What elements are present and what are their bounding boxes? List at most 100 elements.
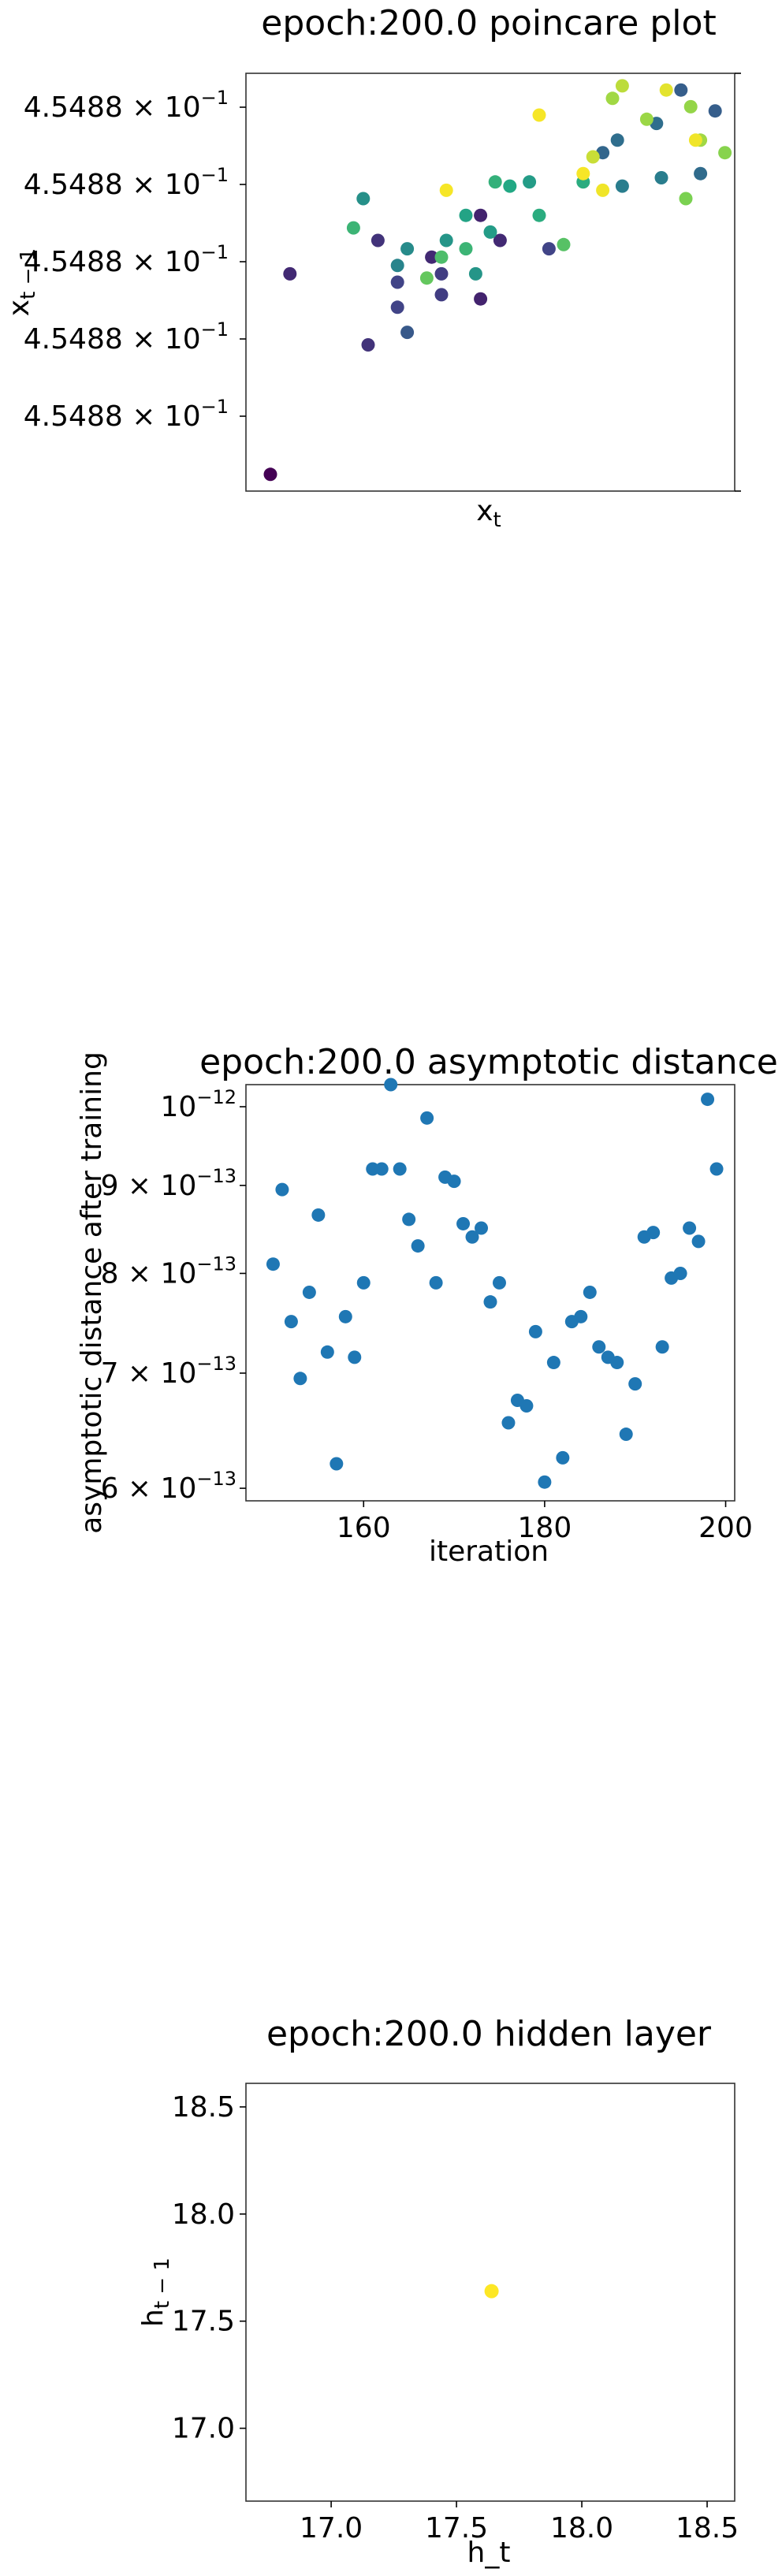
poincare-plot-frame <box>245 73 735 492</box>
asymptotic-x-tick-label: 160 <box>337 1512 391 1544</box>
poincare-point <box>439 183 453 197</box>
asymptotic-point <box>691 1234 706 1249</box>
poincare-y-tick-label: 4.5488 × 10−1 <box>24 87 229 124</box>
asymptotic-point <box>673 1266 687 1280</box>
asymptotic-plot-frame <box>245 1084 735 1502</box>
poincare-y-tick-label: 4.5488 × 10−1 <box>24 164 229 201</box>
poincare-point <box>459 242 473 256</box>
poincare-point <box>283 266 297 281</box>
poincare-point <box>503 179 517 193</box>
asymptotic-point <box>411 1239 425 1253</box>
poincare-point <box>474 208 488 222</box>
poincare-y-tick-label: 4.5488 × 10−1 <box>24 241 229 278</box>
asymptotic-point <box>483 1295 497 1309</box>
poincare-point <box>605 91 620 106</box>
poincare-point <box>434 288 449 302</box>
poincare-point <box>542 242 556 256</box>
asymptotic-x-label: iteration <box>429 1536 549 1568</box>
poincare-point <box>434 266 449 281</box>
poincare-points <box>263 79 732 482</box>
hidden-layer-x-tick-label: 17.0 <box>300 2512 363 2544</box>
poincare-x-label: xt <box>476 495 501 532</box>
hidden-layer-y-tick-label: 18.5 <box>172 2091 235 2124</box>
asymptotic-point <box>683 1221 697 1235</box>
poincare-point <box>532 108 546 122</box>
poincare-point <box>708 104 722 118</box>
asymptotic-point <box>402 1212 416 1227</box>
asymptotic-point <box>393 1162 407 1176</box>
asymptotic-y-tick-label: 9 × 10−13 <box>101 1165 236 1202</box>
poincare-point <box>361 338 375 352</box>
poincare-point <box>439 233 453 248</box>
poincare-point <box>679 192 693 206</box>
asymptotic-x-ticks: 160 180 200 <box>337 1501 753 1544</box>
poincare-point <box>576 166 590 181</box>
asymptotic-point <box>546 1356 560 1370</box>
poincare-point <box>615 79 629 93</box>
asymptotic-point <box>528 1324 542 1338</box>
hidden-layer-y-tick-label: 18.0 <box>172 2198 235 2231</box>
poincare-point <box>425 250 439 264</box>
asymptotic-point <box>646 1226 661 1240</box>
poincare-point <box>654 171 668 184</box>
asymptotic-point <box>475 1221 489 1235</box>
hidden-layer-x-label: h_t <box>467 2537 511 2569</box>
poincare-point <box>346 221 360 235</box>
asymptotic-y-tick-label: 6 × 10−13 <box>101 1468 236 1505</box>
asymptotic-point <box>519 1399 534 1413</box>
poincare-point <box>400 242 415 256</box>
poincare-y-tick-label: 4.5488 × 10−1 <box>24 396 229 433</box>
asymptotic-point <box>447 1174 461 1189</box>
asymptotic-point <box>384 1078 398 1092</box>
asymptotic-point <box>374 1162 389 1176</box>
asymptotic-y-ticks: 6 × 10−13 7 × 10−13 8 × 10−13 9 × 10−13 10−1… <box>101 1086 246 1505</box>
asymptotic-point <box>429 1275 443 1290</box>
asymptotic-point <box>275 1182 289 1197</box>
asymptotic-point <box>492 1275 506 1290</box>
hidden-layer-chart: epoch:200.0 hidden layer 17.0 17.5 18.0 18.… <box>137 2014 739 2569</box>
asymptotic-point <box>420 1111 434 1125</box>
poincare-point <box>639 112 654 126</box>
hidden-layer-point <box>484 2284 499 2299</box>
asymptotic-point <box>266 1257 280 1271</box>
asymptotic-point <box>701 1093 715 1107</box>
asymptotic-point <box>338 1309 352 1323</box>
poincare-point <box>674 83 688 97</box>
poincare-point <box>474 292 488 306</box>
hidden-layer-points <box>484 2284 499 2299</box>
asymptotic-point <box>293 1372 307 1386</box>
hidden-layer-x-tick-label: 18.5 <box>676 2512 739 2544</box>
poincare-point <box>468 266 482 281</box>
asymptotic-point <box>655 1340 669 1354</box>
asymptotic-point <box>356 1275 371 1290</box>
poincare-point <box>615 179 629 193</box>
poincare-chart: epoch:200.0 poincare plot 4.5488 × 10−14… <box>3 3 741 532</box>
asymptotic-y-tick-label: 10−12 <box>161 1086 236 1123</box>
poincare-point <box>488 175 502 189</box>
asymptotic-point <box>348 1350 362 1364</box>
asymptotic-point <box>302 1285 316 1299</box>
poincare-point <box>523 175 537 189</box>
poincare-point <box>390 259 404 273</box>
asymptotic-y-label: asymptotic distance after training <box>76 1052 108 1534</box>
asymptotic-point <box>556 1450 570 1465</box>
asymptotic-point <box>320 1345 334 1359</box>
poincare-point <box>434 250 449 264</box>
poincare-point <box>718 146 732 160</box>
poincare-point <box>263 467 277 482</box>
asymptotic-x-tick-label: 180 <box>518 1512 572 1544</box>
poincare-point <box>419 271 434 285</box>
poincare-point <box>493 233 507 248</box>
asymptotic-point <box>574 1309 588 1323</box>
hidden-layer-x-tick-label: 18.0 <box>550 2512 613 2544</box>
hidden-layer-plot-frame <box>245 2083 735 2502</box>
poincare-point <box>596 183 610 197</box>
hidden-layer-y-tick-label: 17.5 <box>172 2306 235 2338</box>
asymptotic-title: epoch:200.0 asymptotic distance <box>199 1042 778 1082</box>
poincare-point <box>371 233 385 248</box>
poincare-point <box>483 225 497 239</box>
asymptotic-y-tick-label: 8 × 10−13 <box>101 1253 236 1290</box>
poincare-point <box>659 83 673 97</box>
hidden-layer-x-ticks: 17.0 17.5 18.0 18.5 <box>300 2501 739 2544</box>
